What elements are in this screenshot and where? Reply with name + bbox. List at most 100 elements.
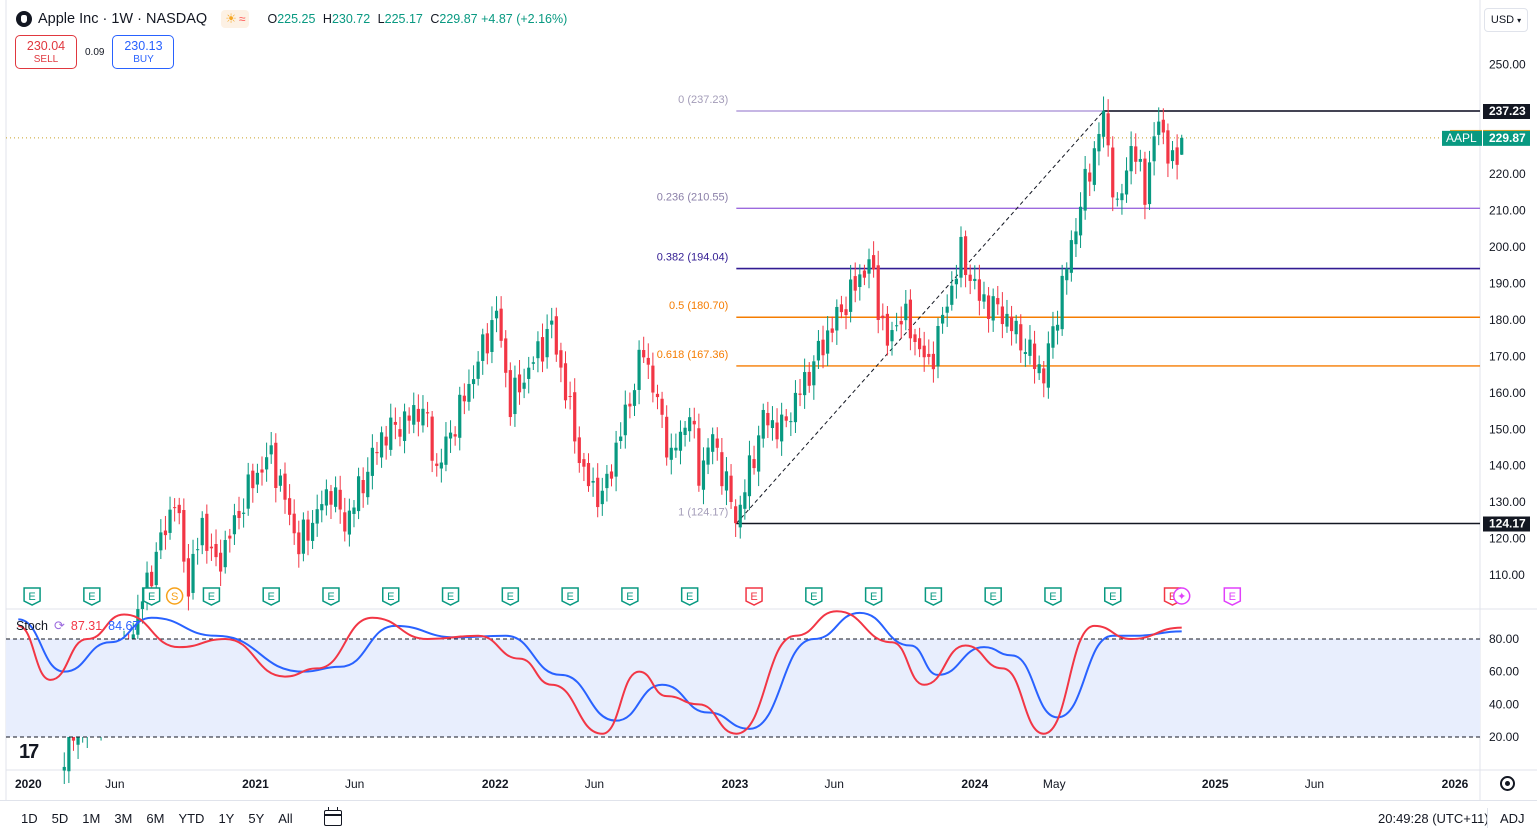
price-tick-label: 210.00: [1489, 203, 1526, 217]
time-axis-label: May: [1043, 777, 1066, 791]
candle-body: [1078, 206, 1083, 236]
range-button-1y[interactable]: 1Y: [218, 810, 235, 826]
calendar-icon[interactable]: [323, 807, 342, 826]
symbol-title[interactable]: Apple Inc · 1W · NASDAQ: [38, 11, 208, 27]
buy-button[interactable]: 230.13 BUY: [112, 35, 175, 69]
candle-body: [407, 415, 411, 421]
apple-logo-icon: [16, 11, 32, 27]
price-label-text: 124.17: [1489, 516, 1526, 530]
adjust-button[interactable]: ADJ: [1500, 811, 1525, 826]
event-glyph: E: [327, 591, 334, 603]
range-button-all[interactable]: All: [278, 810, 293, 826]
range-button-3m[interactable]: 3M: [114, 810, 133, 826]
candle-body: [1005, 313, 1009, 327]
range-button-1d[interactable]: 1D: [21, 810, 38, 826]
candle-body: [425, 412, 430, 414]
candle-body: [1138, 158, 1142, 162]
candle-body: [1055, 324, 1060, 331]
candle-body: [389, 417, 393, 450]
candle-body: [761, 409, 765, 439]
gear-icon[interactable]: [1500, 776, 1515, 791]
candle-body: [168, 509, 172, 533]
candle-body: [936, 326, 940, 367]
candle-body: [917, 338, 922, 350]
range-button-5d[interactable]: 5D: [51, 810, 69, 826]
event-glyph: E: [686, 591, 693, 603]
candle-body: [807, 371, 811, 386]
candle-body: [568, 396, 572, 398]
split-event-icon: [165, 587, 184, 605]
price-chart[interactable]: 250.00220.00210.00200.00190.00180.00170.…: [0, 0, 1537, 800]
event-glyph: E: [566, 591, 573, 603]
event-glyph: E: [1049, 591, 1056, 603]
candle-body: [508, 370, 512, 418]
low-value: 225.17: [384, 12, 423, 26]
candle-body: [421, 408, 425, 426]
refresh-icon[interactable]: ⟳: [53, 618, 65, 633]
candle-body: [1042, 368, 1046, 384]
candle-body: [821, 339, 825, 356]
range-button-ytd[interactable]: YTD: [178, 810, 205, 826]
candle-body: [545, 328, 549, 358]
price-label-box: [1483, 130, 1530, 146]
candle-body: [665, 416, 669, 458]
open-value: 225.25: [277, 12, 316, 26]
candle-body: [471, 379, 476, 385]
candle-body: [793, 392, 798, 423]
candle-body: [186, 558, 191, 597]
candle-body: [1014, 320, 1018, 335]
candle-body: [251, 470, 255, 489]
candle-body: [269, 445, 273, 455]
trade-buttons: 230.04 SELL 0.09 230.13 BUY: [15, 35, 175, 69]
candle-body: [265, 457, 269, 470]
candle-body: [490, 320, 494, 352]
candle-body: [986, 295, 991, 319]
candle-body: [577, 437, 581, 464]
bottom-toolbar: 1D 5D 1M 3M 6M YTD 1Y 5Y All 20:49:28 (UTC+11) A…: [0, 800, 1537, 835]
price-tick-label: 170.00: [1489, 349, 1526, 363]
tradingview-logo-icon[interactable]: 17: [19, 741, 39, 763]
sell-button[interactable]: 230.04 SELL: [15, 35, 77, 69]
price-tick-label: 200.00: [1489, 240, 1526, 254]
candle-body: [835, 306, 839, 331]
candle-body: [849, 279, 853, 312]
stoch-tick-label: 20.00: [1489, 730, 1519, 744]
range-button-5y[interactable]: 5Y: [248, 810, 265, 826]
candle-body: [876, 265, 880, 320]
candle-body: [940, 314, 945, 324]
candle-body: [770, 420, 775, 429]
candle-body: [481, 334, 485, 361]
change-value: +4.87 (+2.16%): [481, 12, 568, 26]
currency-selector[interactable]: USD ▾: [1484, 8, 1528, 32]
candle-body: [246, 474, 250, 509]
candle-body: [954, 278, 958, 285]
earnings-event-icon: [1103, 587, 1122, 606]
candle-body: [554, 316, 558, 355]
candle-body: [1147, 162, 1152, 205]
price-tick-label: 130.00: [1489, 495, 1526, 509]
price-label-text: 229.87: [1489, 131, 1526, 145]
clock[interactable]: 20:49:28 (UTC+11): [1378, 811, 1489, 826]
event-glyph: E: [208, 591, 215, 603]
price-label-text: 237.23: [1489, 104, 1526, 118]
earnings-event-icon: [680, 587, 699, 606]
candle-body: [1083, 168, 1087, 211]
time-axis-label: 2025: [1202, 777, 1229, 791]
candle-body: [1101, 110, 1106, 137]
candle-body: [789, 421, 793, 423]
candle-body: [711, 434, 715, 452]
candle-body: [853, 276, 857, 291]
time-axis-label: Jun: [825, 777, 844, 791]
candle-body: [356, 476, 361, 512]
stoch-tick-label: 40.00: [1489, 697, 1519, 711]
candle-body: [780, 414, 784, 442]
fib-level-label: 0 (237.23): [678, 94, 728, 106]
earnings-event-icon: [142, 587, 161, 606]
star-event-icon: [1172, 587, 1191, 605]
range-button-1m[interactable]: 1M: [82, 810, 101, 826]
stoch-title[interactable]: Stoch: [16, 619, 48, 633]
market-session-icon[interactable]: ☀ ≈: [221, 10, 250, 28]
earnings-event-icon: [83, 587, 101, 606]
range-button-6m[interactable]: 6M: [146, 810, 165, 826]
candle-body: [200, 517, 204, 546]
